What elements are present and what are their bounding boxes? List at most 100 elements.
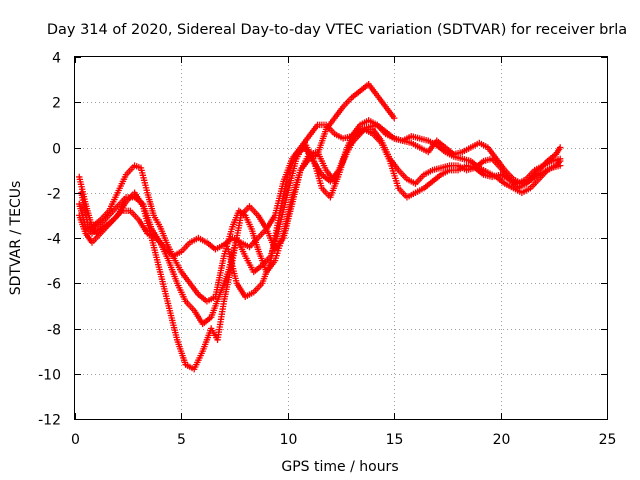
data-trace [422,168,434,177]
data-trace [316,121,328,129]
data-trace [482,172,494,180]
data-trace [234,281,248,299]
data-trace [311,159,324,176]
data-trace [107,204,120,217]
data-trace [302,146,316,163]
data-trace [328,173,342,199]
data-trace [350,89,362,100]
data-trace [133,163,143,171]
data-trace [393,135,404,144]
data-trace [103,218,115,229]
data-trace [212,255,227,298]
data-trace [405,190,417,200]
data-trace [401,134,413,143]
data-trace [231,235,243,245]
data-trace [174,338,189,366]
data-trace [333,131,345,141]
data-trace [367,118,379,127]
data-trace [413,173,426,186]
x-tick-label: 20 [493,432,511,448]
data-trace [336,151,350,172]
data-trace [170,255,184,273]
data-trace [125,194,136,201]
data-trace [99,209,111,222]
data-trace [494,175,507,186]
data-trace [280,203,295,239]
data-trace [315,151,329,172]
data-trace [503,181,515,191]
data-trace [84,225,94,235]
data-trace [431,165,443,173]
data-trace [456,163,468,173]
data-trace [115,173,129,194]
data-trace [553,145,563,156]
data-trace [179,270,192,285]
data-trace [116,195,128,208]
chart-title: Day 314 of 2020, Sidereal Day-to-day VTE… [47,22,627,38]
data-trace [94,224,107,236]
data-trace [256,227,269,240]
data-points [76,80,564,373]
data-trace [478,165,489,175]
data-trace [188,281,201,296]
data-trace [273,236,286,251]
y-tick-label: 2 [52,96,61,112]
x-tick-label: 5 [177,432,186,448]
data-trace [444,149,455,159]
y-tick-label: -10 [38,368,61,384]
y-axis-label: SDTVAR / TECUs [8,181,24,296]
data-trace [366,82,379,97]
data-trace [239,240,251,250]
data-trace [196,292,209,304]
data-trace [439,162,451,171]
data-trace [146,231,157,241]
x-tick-label: 25 [599,432,617,448]
data-trace [324,123,337,136]
y-tick-label: -2 [47,187,61,203]
data-trace [516,177,528,186]
data-trace [166,259,180,285]
data-trace [448,166,460,174]
data-trace [208,293,223,319]
data-trace [507,177,520,190]
data-trace [247,236,260,249]
data-trace [431,172,443,184]
data-trace [78,191,91,226]
data-trace [486,170,498,179]
data-trace [375,94,388,109]
data-trace [157,225,169,244]
data-point [556,144,564,151]
data-trace [140,203,155,230]
data-trace [371,128,384,143]
data-trace [473,159,486,170]
data-point [391,114,398,122]
data-trace [214,242,226,252]
data-trace [439,168,451,177]
data-trace [528,177,541,190]
data-trace [332,105,345,120]
data-trace [452,149,464,157]
data-trace [243,214,254,230]
data-trace [533,170,545,179]
data-trace [448,162,460,169]
data-trace [375,123,388,134]
data-trace [133,195,145,206]
data-trace [244,290,255,299]
data-trace [162,245,175,258]
data-trace [410,140,421,150]
x-axis-label: GPS time / hours [281,459,398,475]
data-trace [524,168,537,181]
data-trace [418,135,430,144]
y-tick-label: 4 [52,51,61,67]
data-trace [90,232,103,244]
data-trace [259,259,274,285]
series-5 [225,126,564,301]
data-trace [188,235,200,245]
data-trace [478,140,489,150]
data-trace [276,173,291,217]
data-trace [106,191,120,212]
data-trace [179,241,192,253]
data-trace [230,209,242,228]
data-trace [363,126,374,133]
data-trace [157,271,172,307]
